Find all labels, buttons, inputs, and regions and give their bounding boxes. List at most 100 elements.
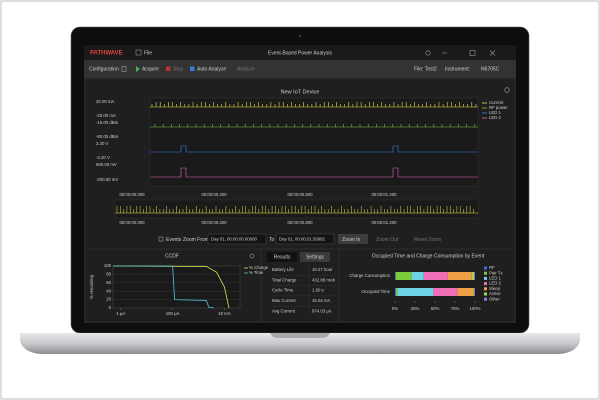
zoom-in-button[interactable] (338, 234, 368, 244)
ccdf-plot (112, 265, 241, 309)
ccdf-title: CCDF (165, 253, 179, 259)
y-label: -80.00 dBm (96, 134, 119, 139)
legend-swatch (484, 297, 487, 301)
logo: PATHWAVE (90, 51, 123, 57)
stop-button[interactable]: Stop (173, 66, 184, 72)
category-label: Charge Consumption (349, 273, 390, 278)
legend-label: RF power (489, 105, 508, 110)
legend-swatch (484, 282, 487, 286)
result-label: Battery Life (272, 267, 294, 272)
overview-trace (115, 206, 478, 214)
led1-trace (150, 145, 478, 153)
bar-segment (473, 288, 475, 296)
x-tick-label: 1 µA (116, 311, 125, 316)
bar-segment (395, 272, 396, 280)
zoom-to-input[interactable] (275, 233, 335, 245)
bar-segment (423, 272, 448, 280)
y-tick-label: 20 (106, 297, 111, 302)
play-icon (136, 66, 140, 72)
result-label: Avg Current (272, 308, 296, 313)
tab[interactable] (267, 252, 297, 262)
bar-segment (397, 288, 434, 296)
legend-swatch (484, 266, 487, 270)
x-tick-label: 50% (431, 306, 440, 311)
y-label: 600.00 mV (96, 162, 117, 167)
instrument[interactable]: N6705C (481, 66, 500, 72)
legend-label: Active (489, 291, 501, 296)
overview-plot (114, 199, 479, 219)
tab[interactable] (300, 252, 330, 262)
tab-label: Settings (306, 254, 325, 260)
bar-segment (471, 272, 475, 280)
x-tick-label: 100 µA (166, 311, 180, 316)
ccdf-settings-icon[interactable] (249, 253, 255, 259)
bar-segment (474, 288, 475, 296)
analyze-button[interactable]: Analyze (237, 66, 255, 72)
menu-file[interactable]: File (144, 50, 152, 56)
zoom-in-label: Zoom In (342, 237, 361, 243)
overview-x-label: 00:00:01.200 (371, 220, 397, 225)
result-value: 1.60 s (312, 288, 324, 293)
base-notch (270, 333, 330, 338)
legend-label: RF (489, 265, 495, 270)
to-label: To (269, 237, 275, 243)
y-tick-label: 60 (106, 280, 111, 285)
reset-zoom-button[interactable]: Reset Zoom (414, 237, 441, 243)
zoom-to-value: Day 01, 00:00:01.59992 (279, 237, 325, 242)
window-controls (425, 50, 496, 56)
y-label: 3.20 V (96, 141, 109, 146)
legend-label: % Time (249, 270, 264, 275)
title-bar (84, 45, 516, 60)
camera (298, 34, 302, 38)
overview-x-label: 00:00:00.400 (201, 220, 227, 225)
x-tick-label: 0% (392, 306, 398, 311)
category-label: Occupied Time (361, 289, 390, 294)
y-label: -3.20 V (96, 155, 110, 160)
bar-segment (411, 272, 424, 280)
file-icon (135, 49, 142, 56)
y-label: -200.00 mV (96, 177, 118, 182)
auto-analyze[interactable]: Auto Analyze (197, 66, 226, 72)
legend-label: LED 1 (489, 276, 502, 281)
y-tick-label: 40 (106, 288, 111, 293)
waveform-plot (149, 97, 479, 187)
ccdf-line (112, 265, 230, 309)
instrument-label: Instrument: (445, 66, 470, 72)
events-title: Occupied Time and Charge Consumption by … (372, 253, 485, 259)
x-label: 00:00:00.800 (287, 192, 313, 197)
y-tick-label: 0 (109, 305, 112, 310)
toolbar (84, 60, 516, 78)
zoom-from-input[interactable] (207, 233, 267, 245)
legend-label: Sleep (489, 286, 501, 291)
zoom-from-label: Zoom From: (183, 237, 210, 243)
waveform-title: New IoT Device (281, 89, 320, 95)
zoom-out-button[interactable]: Zoom Out (376, 237, 399, 243)
bar-segment (447, 272, 472, 280)
result-value: 432.88 mAh (312, 277, 336, 282)
legend-label: Pair Tx (489, 270, 503, 275)
checkbox[interactable] (190, 66, 195, 72)
x-tick-label: 10 mA (218, 311, 231, 316)
acquire-button[interactable]: Acquire (142, 66, 159, 72)
events-label: Events (166, 237, 182, 243)
legend-label: LED 2 (489, 281, 502, 286)
events-checkbox[interactable] (158, 236, 164, 242)
y-tick-label: 80 (106, 272, 111, 277)
x-label: 00:00:00.400 (201, 192, 227, 197)
bar-segment (474, 272, 475, 280)
laptop-base (20, 333, 580, 354)
settings-icon[interactable] (504, 87, 510, 93)
bar-segment (395, 272, 412, 280)
configuration-button[interactable]: Configuration (89, 66, 119, 72)
x-tick-label: 100% (470, 306, 481, 311)
y-label: 20.00 mA (96, 99, 115, 104)
legend-swatch (484, 287, 487, 291)
result-label: Cycle Time (272, 288, 294, 293)
legend-swatch (484, 292, 487, 296)
x-tick-label: 25% (411, 306, 420, 311)
zoom-from-value: Day 01, 00:00:00.00000 (211, 237, 257, 242)
stop-icon (166, 66, 171, 71)
x-label: 00:00:00.000 (119, 192, 145, 197)
legend-label: Current (489, 100, 504, 105)
